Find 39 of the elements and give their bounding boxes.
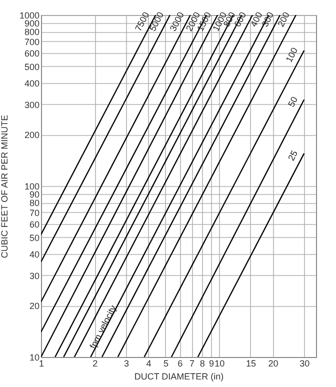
x-tick-label: 5 xyxy=(163,358,168,368)
x-tick-label: 6 xyxy=(178,358,183,368)
x-tick-label: 4 xyxy=(146,358,152,368)
y-tick-label: 100 xyxy=(24,182,40,192)
x-tick-label: 7 xyxy=(190,358,195,368)
x-axis-title: DUCT DIAMETER (in) xyxy=(134,372,224,382)
text: 100 xyxy=(284,46,300,64)
y-tick-label: 400 xyxy=(24,78,40,89)
text: 3000 xyxy=(168,10,186,33)
y-tick-label: 60 xyxy=(29,219,40,230)
y-axis-title: CUBIC FEET OF AIR PER MINUTE xyxy=(0,114,10,258)
y-tick-label: 50 xyxy=(29,232,40,243)
text: 25 xyxy=(286,148,300,162)
y-tick-label: 800 xyxy=(24,27,40,38)
x-tick-label: 20 xyxy=(268,358,278,368)
y-tick-label: 80 xyxy=(29,198,40,208)
x-tick-label: 30 xyxy=(300,358,310,368)
y-tick-label: 70 xyxy=(29,208,40,218)
y-tick-label: 1000 xyxy=(19,10,40,20)
x-tick-label: 15 xyxy=(246,358,256,368)
y-tick-label: 500 xyxy=(24,62,40,72)
y-tick-label: 20 xyxy=(29,301,40,312)
y-tick-label: 200 xyxy=(24,130,40,140)
text: 5000 xyxy=(148,10,166,33)
x-tick-label: 3 xyxy=(124,358,129,368)
text: 200 xyxy=(276,10,292,28)
y-tick-label: 900 xyxy=(24,18,40,28)
y-tick-label: 30 xyxy=(29,270,40,281)
x-tick-label: 10 xyxy=(214,358,225,368)
y-tick-label: 300 xyxy=(24,100,40,110)
x-tick-label: 9 xyxy=(208,358,214,368)
y-tick-label: 40 xyxy=(29,250,40,260)
y-tick-label: 700 xyxy=(24,36,40,47)
y-tick-label: 600 xyxy=(24,48,40,58)
x-tick-label: 2 xyxy=(92,358,98,368)
text: 50 xyxy=(286,95,300,109)
y-tick-label: 90 xyxy=(29,189,40,200)
x-tick-label: 1 xyxy=(38,358,44,368)
x-tick-label: 8 xyxy=(200,358,205,368)
